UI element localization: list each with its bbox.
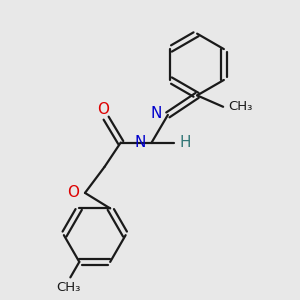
Text: O: O xyxy=(67,185,79,200)
Text: N: N xyxy=(134,135,146,150)
Text: CH₃: CH₃ xyxy=(228,100,252,113)
Text: N: N xyxy=(151,106,162,121)
Text: O: O xyxy=(97,101,109,116)
Text: CH₃: CH₃ xyxy=(57,281,81,294)
Text: H: H xyxy=(179,135,191,150)
